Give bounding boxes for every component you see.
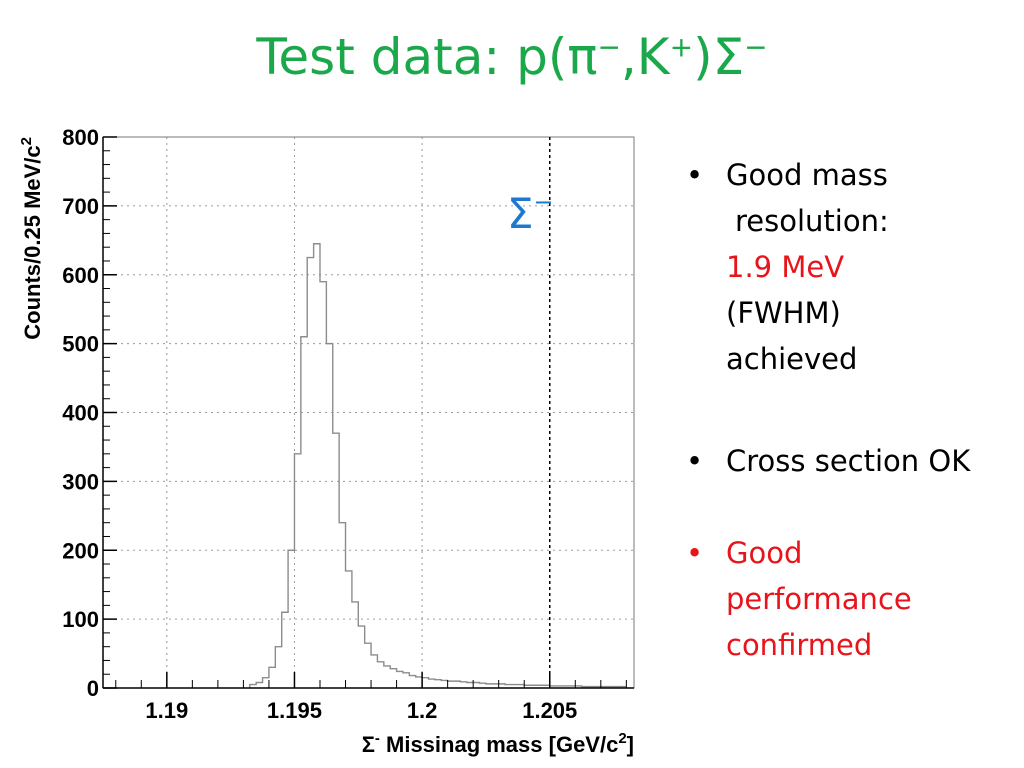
x-tick-label: 1.205 (522, 698, 577, 723)
sigma-annotation-symbol: Σ (507, 189, 534, 238)
bullet-item-resolution: • Good mass resolution: 1.9 MeV (FWHM) a… (686, 152, 1016, 382)
y-tick-label: 300 (62, 469, 99, 494)
x-tick-label: 1.195 (267, 698, 322, 723)
histogram-bin (435, 680, 441, 688)
title-prefix: Test data: p( (256, 28, 568, 86)
bullet-text-line: confirmed (726, 628, 873, 662)
y-tick-label: 700 (62, 194, 99, 219)
histogram-bin (441, 680, 447, 688)
histogram-bin (346, 571, 352, 688)
grid-layer (103, 137, 634, 688)
histogram-bin (448, 681, 454, 688)
histogram-bin (416, 677, 422, 688)
x-axis-title: Σ- Missinag mass [GeV/c2] (362, 730, 634, 757)
x-tick-label: 1.19 (145, 698, 188, 723)
histogram-bin (460, 682, 466, 688)
histogram-bin (409, 676, 415, 688)
bullet-text-line: Cross section OK (726, 444, 971, 478)
resolution-value: 1.9 MeV (726, 250, 845, 284)
slide-title: Test data: p(π−,K+)Σ− (0, 28, 1024, 86)
bullet-text-line: achieved (726, 342, 858, 376)
title-pi: π (567, 28, 598, 86)
axis-layer: 0 100 200 300 400 500 600 700 800 1.19 1.195 1.2 1.2… (62, 125, 634, 723)
histogram-bin (256, 682, 262, 688)
bullet-item-cross-section: • Cross section OK (686, 438, 1016, 484)
bullet-dot: • (686, 536, 704, 570)
bullet-item-performance: • Good performance confirmed (686, 530, 1016, 668)
title-k-sup: + (669, 30, 694, 64)
histogram-bin (326, 344, 332, 688)
y-tick-label: 400 (62, 401, 99, 426)
x-axis-title-end: ] (627, 732, 634, 757)
histogram-bin (339, 523, 345, 688)
bullet-dot: • (686, 158, 704, 192)
sigma-annotation: Σ− (507, 188, 554, 238)
histogram-bin (365, 643, 371, 688)
histogram-bin (397, 671, 403, 688)
histogram-bin (263, 678, 269, 688)
y-axis-title-sup: 2 (18, 137, 35, 145)
histogram-bin (390, 669, 396, 688)
histogram-bin (275, 647, 281, 688)
histogram-bin (384, 666, 390, 688)
bullet-dot: • (686, 444, 704, 478)
histogram-bin (301, 337, 307, 688)
histogram-bin (467, 682, 473, 688)
histogram-bin (358, 626, 364, 688)
y-tick-label: 0 (87, 676, 99, 701)
title-close-sigma: )Σ (693, 28, 745, 86)
histogram-bin (320, 282, 326, 688)
sigma-annotation-sup: − (534, 188, 554, 216)
histogram-bin (352, 602, 358, 688)
histogram-bin (269, 667, 275, 688)
histogram-chart: 0 100 200 300 400 500 600 700 800 1.19 1.195 1.2 1.2… (18, 125, 635, 757)
title-sigma-sup: − (744, 30, 768, 64)
histogram-bin (428, 679, 434, 688)
y-axis-title: Counts/0.25 MeV/c2 (18, 137, 45, 340)
title-comma-k: ,K (620, 28, 670, 86)
x-axis-title-sigma: Σ (362, 732, 375, 757)
bullet-text-line: Good (726, 536, 803, 570)
histogram-bin (422, 678, 428, 688)
bullet-text-line: Good mass (726, 158, 888, 192)
bullet-text-line: (FWHM) (726, 296, 841, 330)
y-tick-label: 200 (62, 538, 99, 563)
y-tick-label: 100 (62, 607, 99, 632)
histogram-bin (454, 681, 460, 688)
y-axis-title-main: Counts/0.25 MeV/c (20, 145, 45, 339)
histogram-bin (294, 454, 300, 688)
x-tick-label: 1.2 (407, 698, 438, 723)
x-axis-title-main: Missinag mass [GeV/c (380, 732, 618, 757)
histogram-bin (282, 612, 288, 688)
histogram-bin (377, 662, 383, 688)
bullet-list: • Good mass resolution: 1.9 MeV (FWHM) a… (686, 152, 1016, 668)
histogram-bin (473, 682, 479, 688)
y-tick-label: 500 (62, 332, 99, 357)
histogram-bin (371, 655, 377, 688)
bullet-text-line: performance (726, 582, 912, 616)
histogram-bin (333, 433, 339, 688)
x-axis-title-sigma-sup: - (375, 730, 380, 747)
histogram-layer (249, 243, 627, 688)
histogram-bin (307, 258, 313, 688)
histogram-bin (403, 673, 409, 688)
histogram-outline (249, 243, 627, 688)
title-pi-sup: − (597, 30, 621, 64)
bullet-text-line: resolution: (735, 204, 889, 238)
y-tick-label: 800 (62, 125, 99, 150)
y-tick-label: 600 (62, 263, 99, 288)
histogram-bin (314, 244, 320, 688)
x-axis-title-unit-sup: 2 (618, 730, 626, 747)
histogram-bin (288, 550, 294, 688)
